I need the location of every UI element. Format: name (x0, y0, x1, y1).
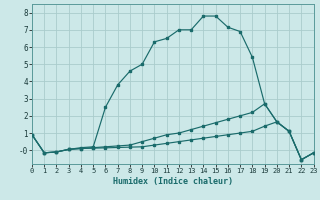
X-axis label: Humidex (Indice chaleur): Humidex (Indice chaleur) (113, 177, 233, 186)
